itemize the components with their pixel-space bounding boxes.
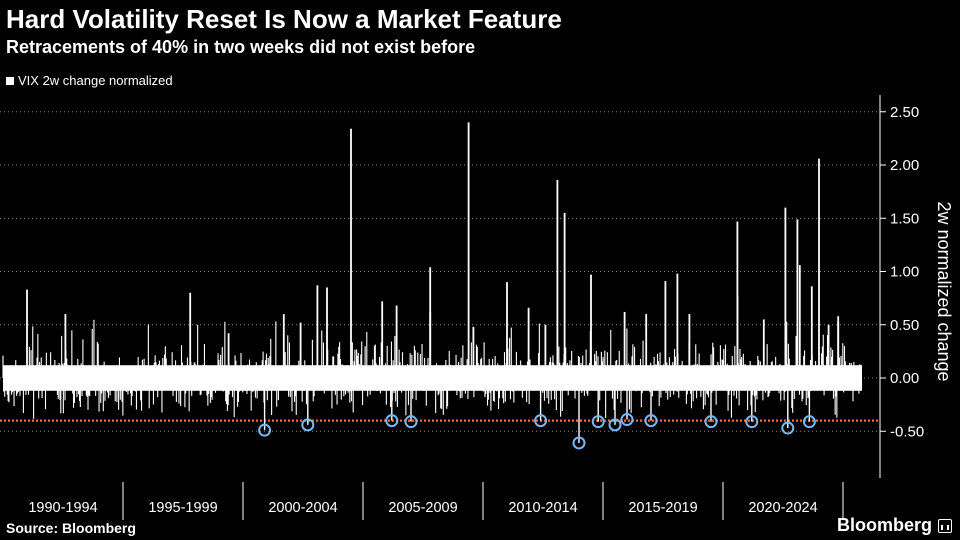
x-tick-label: 2020-2024 [748,500,817,516]
legend-label: VIX 2w change normalized [18,73,173,88]
reset-markers [258,378,816,450]
x-tick-label: 1995-1999 [148,500,217,516]
brand-name: Bloomberg [836,515,932,535]
series-band [3,365,862,391]
y-tick-label: 0.00 [890,370,919,387]
x-tick-label: 2000-2004 [268,500,337,516]
x-tick-label: 1990-1994 [28,500,97,516]
spikes [26,122,840,378]
reset-marker [704,415,718,429]
chart-subtitle: Retracements of 40% in two weeks did not… [6,37,476,57]
y-tick-label: 2.50 [890,104,919,121]
y-tick-label: 2.00 [890,157,919,174]
reset-marker [591,415,605,429]
x-tick-label: 2015-2019 [628,500,697,516]
y-tick-label: 0.50 [890,317,919,334]
reset-marker [404,415,418,429]
series-vix-2w-change [2,319,863,419]
legend-swatch [6,76,14,85]
reset-marker [301,418,315,432]
y-tick-label: -0.50 [890,423,924,440]
legend: VIX 2w change normalized [6,73,173,88]
brand-logo: Bloomberg [837,515,952,536]
x-tick-label: 2005-2009 [388,500,457,516]
x-tick-label: 2010-2014 [508,500,577,516]
y-axis: 2.50 2.00 1.50 1.00 0.50 0.00 -0.50 2w normaliz… [879,95,954,478]
reset-marker [385,414,399,428]
reset-marker [644,414,658,428]
reset-marker [745,415,759,429]
source-note: Source: Bloomberg [6,520,136,536]
reset-marker [781,421,795,435]
reset-marker [608,418,622,432]
reset-marker [534,414,548,428]
y-tick-label: 1.00 [890,264,919,281]
reset-marker [620,413,634,427]
y-axis-title: 2w normalized change [934,201,954,381]
reset-marker [258,423,272,437]
reset-marker [572,436,586,450]
y-tick-label: 1.50 [890,210,919,227]
brand-icon [938,518,952,533]
chart-title: Hard Volatility Reset Is Now a Market Fe… [6,4,562,34]
reset-marker [802,415,816,429]
x-axis: 1990-1994 1995-1999 2000-2004 2005-2009 2010… [28,482,844,520]
